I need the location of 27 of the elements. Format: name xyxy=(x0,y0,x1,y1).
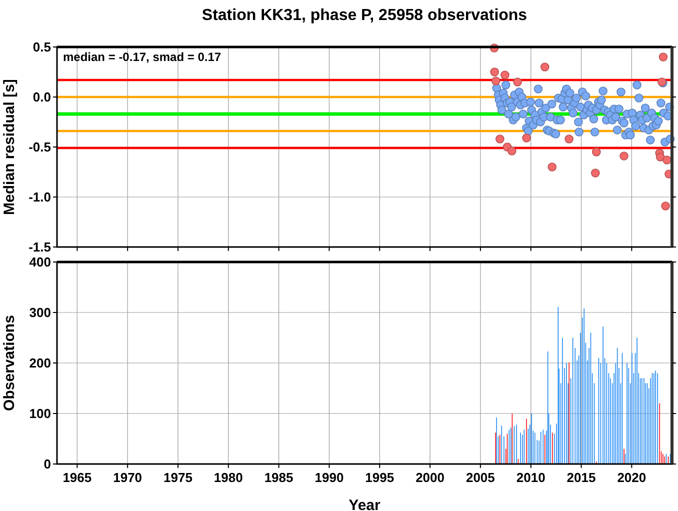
x-tick-label: 1970 xyxy=(113,470,142,485)
annotation: median = -0.17, smad = 0.17 xyxy=(63,50,222,64)
x-axis-title: Year xyxy=(348,497,381,511)
x-tick-label: 1990 xyxy=(314,470,344,485)
x-tick-label: 2020 xyxy=(617,470,646,485)
y-tick-label: 200 xyxy=(29,356,51,370)
x-tick-label: 1980 xyxy=(214,470,243,485)
y-tick-label: -0.5 xyxy=(28,140,51,154)
y-tick-label: 400 xyxy=(29,254,51,270)
y-tick-label: -1.5 xyxy=(28,240,51,254)
x-tick-label: 1975 xyxy=(164,470,192,485)
x-tick-label: 1985 xyxy=(264,470,294,485)
y-tick-label: 0.0 xyxy=(32,90,51,104)
chart-title: Station KK31, phase P, 25958 observations xyxy=(202,7,528,24)
y-axis-title: Observations xyxy=(1,315,18,411)
y-tick-label: -1.0 xyxy=(28,190,51,204)
x-tick-label: 1995 xyxy=(365,470,394,485)
x-tick-label: 2010 xyxy=(516,470,546,485)
x-tick-label: 1965 xyxy=(62,470,92,485)
y-tick-label: 100 xyxy=(29,406,51,421)
y-tick-label: 300 xyxy=(29,305,51,320)
y-axis-title: Median residual [s] xyxy=(1,79,18,215)
y-tick-label: 0 xyxy=(44,456,51,472)
x-tick-label: 2015 xyxy=(566,470,596,485)
x-tick-label: 2005 xyxy=(466,470,495,485)
y-tick-label: 0.5 xyxy=(32,40,51,54)
x-tick-label: 2000 xyxy=(416,470,444,485)
